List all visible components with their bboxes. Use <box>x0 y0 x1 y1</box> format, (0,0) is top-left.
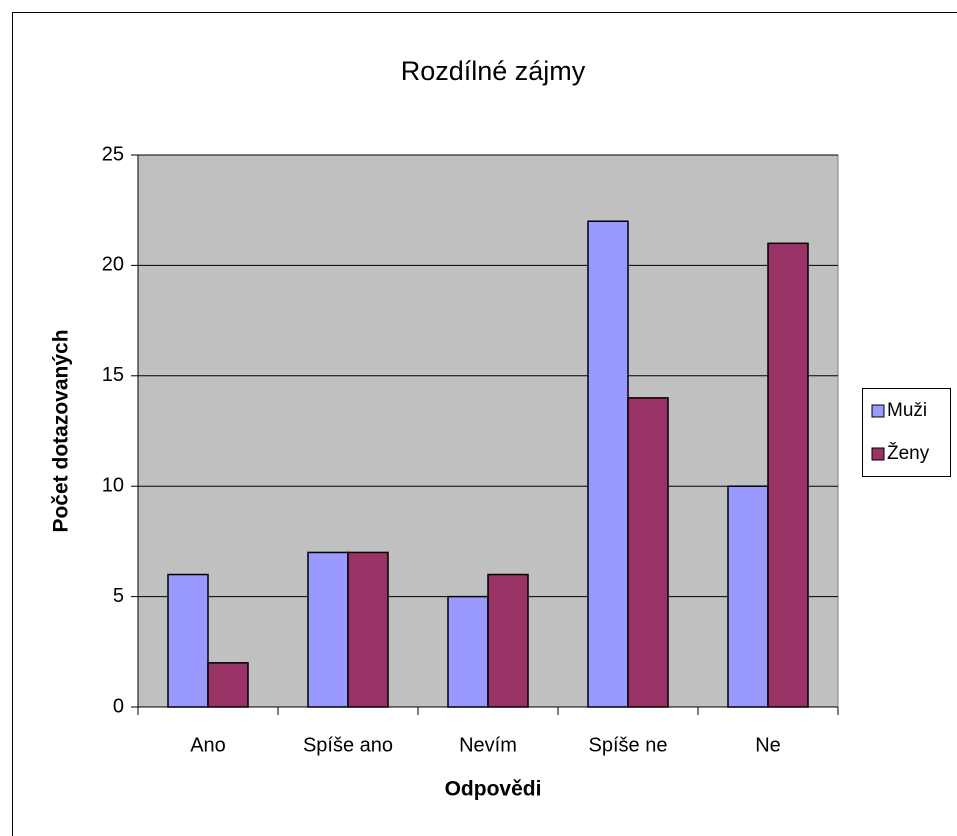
y-tick-label: 25 <box>102 143 124 165</box>
y-tick-label: 15 <box>102 364 124 386</box>
legend <box>862 388 951 477</box>
bar <box>767 242 809 708</box>
y-axis-label: Počet dotazovaných <box>50 329 73 532</box>
y-tick-label: 20 <box>102 254 124 276</box>
bar <box>207 662 249 708</box>
bar <box>167 573 209 708</box>
y-tick-label: 10 <box>102 474 124 496</box>
bar <box>727 485 769 708</box>
x-axis-label: Odpovědi <box>445 778 542 801</box>
y-tick-label: 5 <box>113 585 124 607</box>
legend-label: Ženy <box>887 442 930 464</box>
bar <box>487 573 529 708</box>
bar <box>307 551 349 708</box>
y-tick-label: 0 <box>113 695 124 717</box>
x-tick-label: Spíše ne <box>589 734 668 756</box>
chart-title: Rozdílné zájmy <box>401 56 586 86</box>
x-tick-label: Ne <box>755 734 781 756</box>
x-tick-label: Spíše ano <box>303 734 393 756</box>
bar <box>447 595 489 708</box>
legend-swatch <box>871 447 885 461</box>
legend-label: Muži <box>887 400 927 421</box>
legend-swatch <box>871 404 885 418</box>
x-tick-label: Nevím <box>459 734 517 756</box>
bar <box>627 397 669 708</box>
bar <box>587 220 629 708</box>
x-tick-label: Ano <box>190 734 226 756</box>
bar <box>347 551 389 708</box>
